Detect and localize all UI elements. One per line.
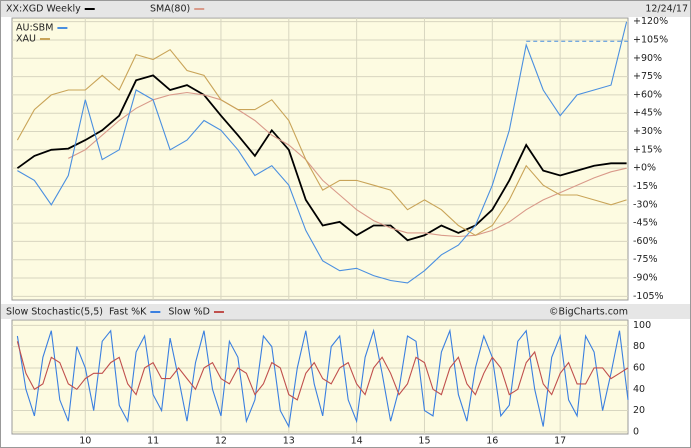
y-tick-label: -60%: [633, 236, 658, 247]
series-line: [16, 48, 627, 236]
y-tick-label: 100: [633, 320, 651, 331]
y-tick-label: -105%: [633, 291, 664, 302]
series-line: [68, 91, 627, 238]
y-tick-label: +120%: [633, 16, 668, 27]
main-plot: [11, 17, 629, 301]
stoch-title: Slow Stochastic(5,5): [6, 307, 103, 318]
y-tick-label: +45%: [633, 108, 662, 119]
y-tick-label: +105%: [633, 34, 668, 45]
series-line: [16, 74, 627, 242]
y-tick-label: -75%: [633, 254, 658, 265]
legend-label: SMA(80): [150, 4, 190, 15]
date: 12/24/17: [645, 4, 688, 15]
y-tick-label: -45%: [633, 218, 658, 229]
y-tick-label: +15%: [633, 144, 662, 155]
credit: ©BigCharts.com: [549, 307, 628, 318]
series-line: [16, 341, 629, 401]
legend-label: Fast %K: [109, 307, 147, 318]
x-tick-label: 12: [215, 436, 227, 447]
header-bar: [1, 1, 690, 17]
y-tick-label: 40: [633, 384, 645, 395]
y-tick-label: -30%: [633, 199, 658, 210]
stoch-header-bar: [1, 304, 690, 319]
series-line: [17, 21, 628, 284]
y-tick-label: 20: [633, 405, 645, 416]
y-tick-label: +90%: [633, 53, 662, 64]
y-tick-label: +0%: [633, 163, 656, 174]
legend-label: AU:SBM: [16, 23, 53, 34]
series-line: [16, 328, 629, 429]
y-tick-label: -15%: [633, 181, 658, 192]
x-tick-label: 10: [79, 436, 91, 447]
stoch-plot: [11, 319, 629, 435]
x-tick-label: 11: [147, 436, 159, 447]
x-tick-label: 13: [283, 436, 295, 447]
y-tick-label: +30%: [633, 126, 662, 137]
x-tick-label: 17: [554, 436, 566, 447]
y-tick-label: +60%: [633, 89, 662, 100]
x-tick-label: 16: [486, 436, 498, 447]
y-tick-label: -90%: [633, 273, 658, 284]
y-tick-label: 0: [633, 426, 639, 437]
y-tick-label: 80: [633, 341, 645, 352]
legend-label: XX:XGD Weekly: [6, 4, 81, 15]
legend-label: XAU: [16, 34, 36, 45]
y-tick-label: +75%: [633, 71, 662, 82]
y-tick-label: 60: [633, 362, 645, 373]
x-tick-label: 15: [418, 436, 430, 447]
legend-label: Slow %D: [168, 307, 210, 318]
x-tick-label: 14: [351, 436, 363, 447]
